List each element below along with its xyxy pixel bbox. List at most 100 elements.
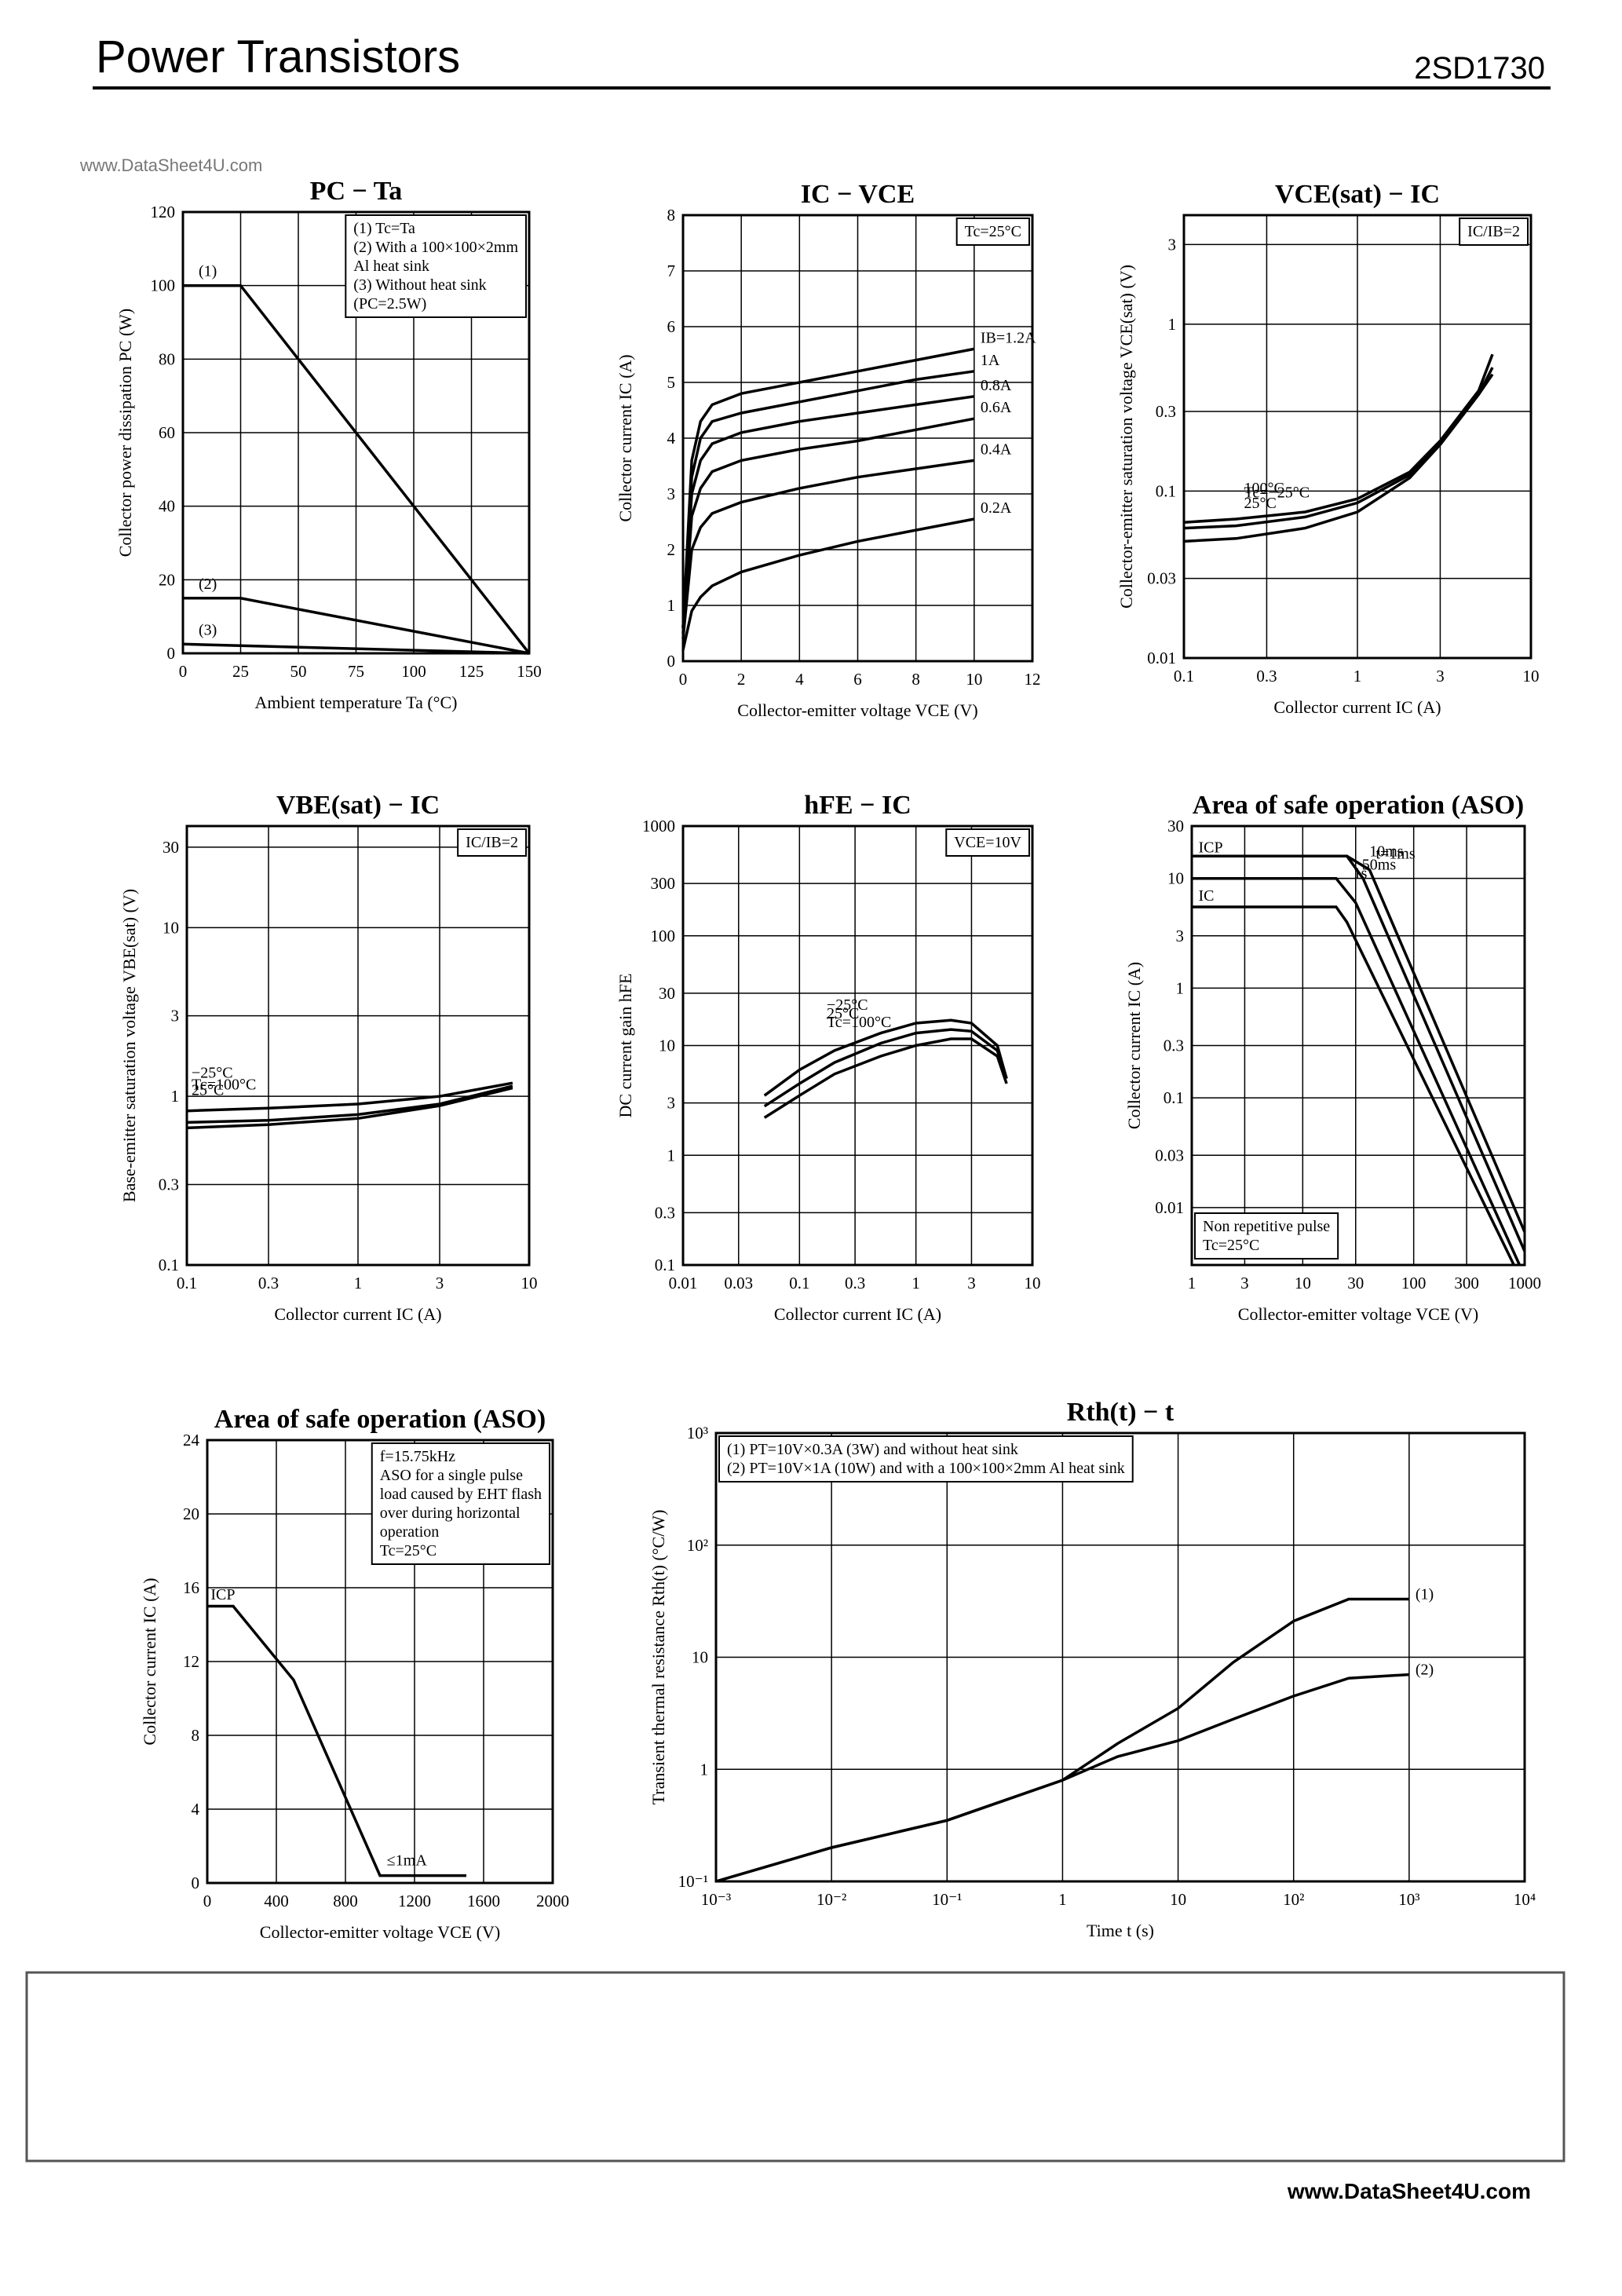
x-tick-label: 100: [401, 662, 426, 681]
chart-title: Area of safe operation (ASO): [214, 1405, 546, 1434]
x-tick-label: 0.3: [845, 1274, 865, 1292]
y-tick-label: 0: [167, 644, 176, 663]
x-tick-label: 0: [179, 662, 188, 681]
x-tick-label: 10: [1295, 1274, 1311, 1292]
series-label: 0.6A: [981, 399, 1012, 416]
y-tick-label: 3: [667, 484, 676, 503]
x-tick-label: 0.1: [177, 1274, 197, 1292]
y-tick-label: 1: [700, 1760, 709, 1779]
note-frame: [1194, 1212, 1339, 1260]
y-tick-label: 10: [692, 1648, 708, 1667]
x-tick-label: 300: [1454, 1274, 1479, 1292]
note-line: IC/IB=2: [1467, 223, 1520, 240]
chart: VCE(sat) − IC Collector current IC (A) Col…: [1116, 180, 1540, 717]
series-label: 25°C: [192, 1082, 224, 1099]
y-tick-label: 0: [192, 1874, 200, 1892]
curve: [1192, 905, 1515, 1266]
x-tick-label: 0.03: [724, 1274, 753, 1292]
curve: [715, 1673, 1410, 1883]
chart: VBE(sat) − IC Collector current IC (A) Bas…: [119, 791, 538, 1324]
y-tick-label: 8: [192, 1726, 200, 1745]
watermark: www.DataSheet4U.com: [79, 155, 262, 175]
chart-title: Rth(t) − t: [1067, 1398, 1174, 1427]
note-frame: [945, 828, 1030, 857]
x-tick-label: 0: [203, 1892, 212, 1910]
x-tick-label: 3: [436, 1274, 444, 1292]
curve: [1183, 353, 1494, 524]
y-tick-label: 0.1: [1164, 1088, 1184, 1107]
x-tick-label: 1200: [398, 1892, 431, 1910]
footer-url: www.DataSheet4U.com: [1287, 2179, 1531, 2203]
series-label: 25°C: [827, 1005, 859, 1022]
y-tick-label: 40: [159, 497, 175, 516]
curve: [681, 417, 975, 634]
chart-title: Area of safe operation (ASO): [1193, 791, 1524, 820]
curve: [186, 1081, 513, 1113]
note-frame: [371, 1442, 550, 1565]
x-axis-label: Collector-emitter voltage VCE (V): [260, 1922, 500, 1942]
series-label: (3): [199, 621, 217, 638]
y-tick-label: 0.3: [159, 1175, 179, 1194]
y-tick-label: 16: [183, 1578, 199, 1597]
x-tick-label: 10: [966, 670, 982, 689]
x-tick-label: 10: [1523, 667, 1540, 686]
y-axis-label: Collector current IC (A): [1124, 962, 1144, 1129]
y-tick-label: 24: [183, 1431, 200, 1450]
y-tick-label: 80: [159, 349, 175, 368]
x-tick-label: 0.1: [789, 1274, 809, 1292]
y-tick-label: 3: [1176, 927, 1185, 945]
note-box: IC/IB=2: [1459, 218, 1529, 246]
series-label: (1): [1416, 1585, 1434, 1603]
note-line: over during horizontal: [380, 1504, 521, 1522]
chart: Area of safe operation (ASO) Collector-em…: [140, 1405, 569, 1942]
y-tick-label: 0.1: [159, 1256, 179, 1274]
note-box: IC/IB=2: [457, 828, 527, 857]
series-label: −25°C: [827, 996, 868, 1014]
y-tick-label: 30: [1167, 817, 1184, 835]
y-tick-label: 1: [171, 1087, 180, 1106]
y-tick-label: 5: [667, 373, 676, 392]
note-line: (1) Tc=Ta: [353, 220, 415, 237]
x-tick-label: 4: [795, 670, 804, 689]
note-line: (PC=2.5W): [353, 295, 426, 313]
curve: [183, 283, 531, 655]
annotation: ≤1mA: [387, 1852, 428, 1869]
x-tick-label: 125: [459, 662, 484, 681]
y-tick-label: 30: [163, 838, 179, 857]
y-axis-label: Collector current IC (A): [140, 1578, 159, 1745]
x-tick-label: 150: [517, 662, 542, 681]
y-tick-label: 1: [667, 1146, 676, 1164]
y-tick-label: 10: [1167, 869, 1184, 888]
chart: IC − VCE Collector-emitter voltage VCE (V…: [616, 180, 1041, 720]
x-axis-label: Collector current IC (A): [274, 1304, 441, 1324]
x-tick-label: 50: [290, 662, 307, 681]
x-tick-label: 10: [1170, 1890, 1186, 1909]
chart-title: PC − Ta: [310, 177, 403, 206]
note-box: (1) PT=10V×0.3A (3W) and without heat si…: [718, 1435, 1134, 1483]
x-tick-label: 0.1: [1174, 667, 1194, 686]
note-box: Tc=25°C: [955, 218, 1030, 246]
y-tick-label: 0.03: [1147, 569, 1176, 588]
y-tick-label: 100: [651, 927, 676, 945]
y-axis-label: Base-emitter saturation voltage VBE(sat)…: [119, 889, 139, 1202]
series-label: 0.8A: [981, 377, 1012, 394]
x-tick-label: 0: [679, 670, 688, 689]
y-tick-label: 4: [192, 1800, 200, 1819]
note-line: (2) With a 100×100×2mm: [353, 239, 518, 256]
part-number: 2SD1730: [1414, 51, 1545, 86]
note-line: Tc=25°C: [380, 1542, 437, 1559]
series-label: 1A: [981, 352, 1000, 369]
note-line: f=15.75kHz: [380, 1448, 455, 1465]
y-tick-label: 7: [667, 261, 676, 280]
curve: [681, 347, 975, 628]
chart-title: IC − VCE: [801, 180, 915, 209]
curve: [681, 395, 975, 628]
y-tick-label: 12: [183, 1652, 199, 1671]
y-tick-label: 3: [1168, 235, 1177, 254]
chart-title: hFE − IC: [804, 791, 911, 820]
y-tick-label: 2: [667, 540, 676, 559]
y-tick-label: 1: [667, 596, 676, 615]
x-tick-label: 10³: [1398, 1890, 1419, 1909]
curve: [186, 1084, 513, 1124]
y-tick-label: 0.3: [1164, 1036, 1184, 1055]
